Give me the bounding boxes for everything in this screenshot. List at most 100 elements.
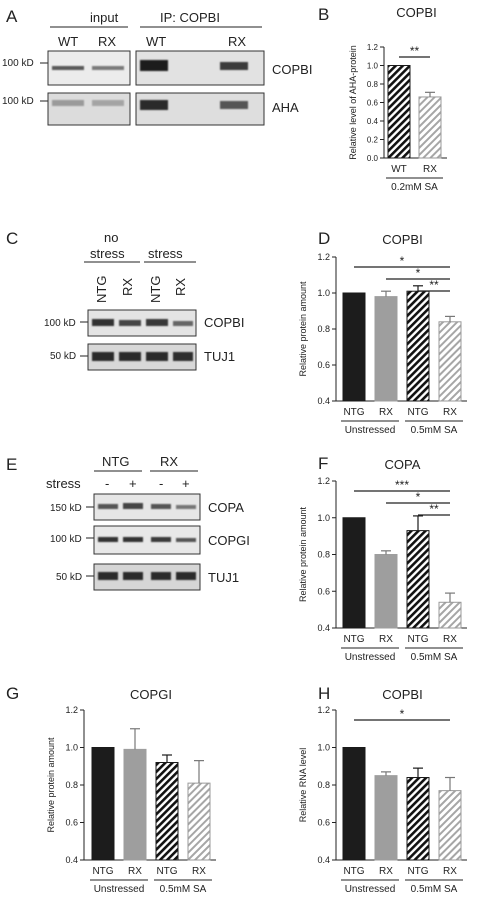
y-tick-label: 1.2 [317, 476, 330, 486]
mw-label: 100 kD [50, 534, 82, 545]
y-tick-label: 0.6 [367, 99, 379, 108]
x-tick-label: RX [443, 866, 457, 877]
y-tick-label: 1.0 [317, 743, 330, 753]
chart-panel-b: B COPBI 0.0 0.2 0.4 0.6 0.8 1.0 1.2 Relative leve… [318, 5, 447, 193]
panel-e: E NTG RX stress - + - + 150 kD 100 kD 50… [6, 454, 250, 591]
panel-letter: E [6, 455, 17, 474]
significance-label: *** [395, 478, 409, 492]
significance-label: * [416, 266, 421, 280]
y-tick-label: 0.4 [367, 117, 379, 126]
panel-letter: H [318, 684, 330, 703]
y-tick-label: 0.6 [317, 818, 330, 828]
band-label: AHA [272, 100, 299, 115]
chart-panel-h: H COPBI 0.4 0.6 0.8 1.0 1.2 Relative RNA level N… [298, 684, 467, 895]
group-label: NTG [102, 454, 129, 469]
x-tick-label: RX [379, 634, 393, 645]
blot-ip-aha [135, 92, 265, 126]
y-tick-label: 1.2 [65, 705, 78, 715]
significance-label: * [400, 707, 405, 721]
x-tick-label: RX [423, 164, 437, 175]
sign-label: + [129, 476, 137, 491]
bar [155, 762, 179, 861]
lane-label: WT [146, 34, 166, 49]
mw-label: 150 kD [50, 503, 82, 514]
band-label: COPGI [208, 533, 250, 548]
group-label: Unstressed [94, 884, 145, 895]
significance-label: * [400, 254, 405, 268]
lane-label: RX [120, 278, 135, 296]
group-label: no [104, 230, 118, 245]
chart-title: COPA [385, 457, 421, 472]
bar-charts: B COPBI 0.0 0.2 0.4 0.6 0.8 1.0 1.2 Relative leve… [6, 5, 467, 895]
panel-a: A input IP: COPBI WT RX WT RX 100 kD 100… [2, 7, 312, 126]
group-label: 0.5mM SA [411, 652, 458, 663]
chart-title: COPBI [382, 232, 422, 247]
blot-tuj1 [93, 563, 201, 591]
chart-title: COPBI [396, 5, 436, 20]
chart-title: COPGI [130, 687, 172, 702]
band-label: COPBI [204, 315, 244, 330]
group-label: Unstressed [345, 884, 396, 895]
band-label: COPA [208, 500, 244, 515]
x-tick-label: NTG [343, 866, 364, 877]
y-tick-label: 0.2 [367, 136, 379, 145]
mw-label: 100 kD [2, 96, 34, 107]
mw-label: 50 kD [50, 351, 76, 362]
x-tick-label: NTG [156, 866, 177, 877]
y-axis-label: Relative protein amount [298, 506, 308, 602]
sign-label: - [159, 476, 163, 491]
y-tick-label: 0.6 [65, 818, 78, 828]
band-label: COPBI [272, 62, 312, 77]
panel-letter: C [6, 229, 18, 248]
y-tick-label: 1.0 [317, 513, 330, 523]
bar [406, 530, 430, 629]
blot-copgi [93, 525, 201, 555]
y-tick-label: 0.0 [367, 154, 379, 163]
blot-input-aha [47, 92, 131, 126]
group-label: 0.5mM SA [160, 884, 207, 895]
blot-tuj1 [87, 343, 197, 371]
y-tick-label: 0.4 [317, 855, 330, 865]
y-tick-label: 1.2 [317, 252, 330, 262]
significance-label: ** [429, 502, 439, 516]
mw-label: 50 kD [56, 572, 82, 583]
x-tick-label: NTG [407, 634, 428, 645]
group-label: stress [148, 246, 183, 261]
panel-letter: F [318, 454, 328, 473]
bar [374, 775, 398, 861]
lane-label: RX [173, 278, 188, 296]
bar [342, 517, 366, 629]
group-label: stress [90, 246, 125, 261]
group-label: Unstressed [345, 425, 396, 436]
bar [374, 296, 398, 402]
y-tick-label: 1.0 [65, 743, 78, 753]
bar [438, 601, 462, 629]
significance-label: * [416, 490, 421, 504]
x-tick-label: RX [128, 866, 142, 877]
y-tick-label: 0.8 [367, 80, 379, 89]
y-tick-label: 0.6 [317, 586, 330, 596]
y-tick-label: 0.8 [317, 550, 330, 560]
group-label: 0.5mM SA [411, 884, 458, 895]
significance-label: ** [410, 44, 420, 58]
bar [438, 321, 462, 402]
chart-panel-f: F COPA 0.4 0.6 0.8 1.0 1.2 Relative protein amo… [298, 454, 467, 663]
bar [187, 782, 211, 861]
y-axis-label: Relative protein amount [298, 281, 308, 377]
y-axis-label: Relative protein amount [46, 737, 56, 833]
y-tick-label: 0.8 [317, 780, 330, 790]
x-tick-label: WT [391, 164, 407, 175]
x-tick-label: NTG [343, 407, 364, 418]
panel-letter: A [6, 7, 18, 26]
y-tick-label: 1.0 [367, 62, 379, 71]
x-tick-label: NTG [343, 634, 364, 645]
y-axis-label: Relative RNA level [298, 748, 308, 823]
y-tick-label: 0.4 [65, 855, 78, 865]
significance-label: ** [429, 278, 439, 292]
y-tick-label: 0.4 [317, 396, 330, 406]
y-tick-label: 1.2 [367, 43, 379, 52]
y-tick-label: 0.8 [65, 780, 78, 790]
group-label: RX [160, 454, 178, 469]
bar [387, 65, 411, 159]
y-tick-label: 1.0 [317, 288, 330, 298]
